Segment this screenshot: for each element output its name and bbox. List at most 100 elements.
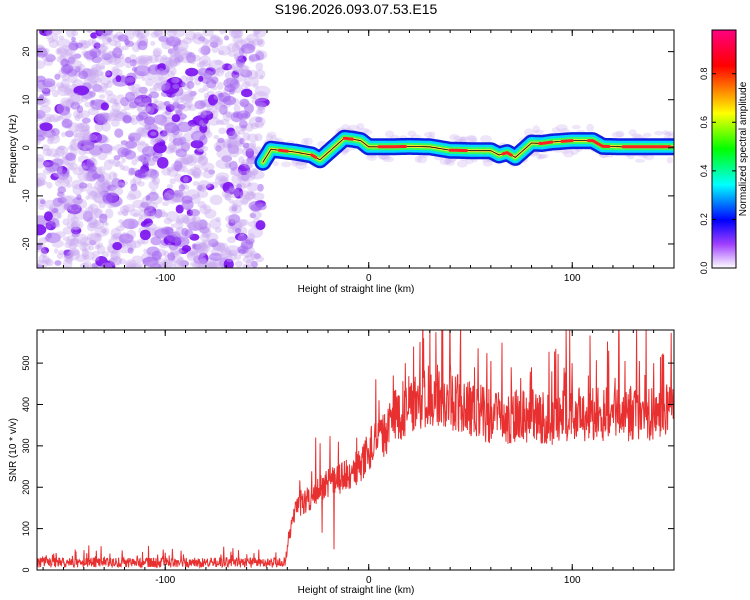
noise-blob: [37, 178, 43, 187]
noise-blob: [88, 245, 95, 251]
ridge-halo-blob: [445, 159, 455, 166]
noise-blob: [226, 255, 233, 263]
noise-blob: [117, 179, 126, 188]
noise-blob: [197, 189, 209, 198]
noise-blob: [160, 72, 170, 80]
noise-blob: [240, 239, 254, 250]
noise-blob: [242, 142, 250, 149]
noise-blob: [187, 56, 194, 64]
noise-blob: [230, 216, 237, 224]
noise-blob: [218, 50, 225, 56]
noise-blob: [186, 52, 196, 64]
noise-blob: [151, 176, 161, 185]
noise-blob: [197, 262, 211, 268]
noise-blob: [169, 147, 175, 153]
noise-blob: [140, 201, 149, 208]
noise-blob: [84, 207, 94, 214]
noise-blob: [88, 203, 99, 215]
noise-blob: [185, 30, 197, 41]
noise-blob: [161, 54, 168, 61]
noise-blob: [48, 114, 61, 123]
noise-blob: [126, 193, 137, 201]
noise-blob: [150, 41, 156, 46]
noise-blob: [190, 140, 204, 149]
noise-blob: [45, 116, 52, 123]
noise-blob: [105, 150, 113, 155]
noise-blob: [186, 209, 193, 217]
noise-blob: [114, 161, 123, 168]
snr-ytick-label: 400: [21, 397, 31, 412]
spectrogram-ylabel: Frequency (Hz): [8, 115, 19, 184]
noise-blob: [88, 68, 99, 79]
noise-blob: [60, 78, 71, 90]
noise-blob: [250, 253, 257, 261]
noise-blob: [238, 219, 249, 226]
noise-blob: [239, 252, 243, 257]
noise-blob: [123, 100, 132, 111]
ridge-halo-blob: [631, 133, 642, 140]
spectrogram-ytick-label: 0: [21, 145, 31, 150]
noise-blob: [153, 114, 167, 125]
noise-blob: [197, 67, 209, 77]
noise-blob: [198, 247, 208, 256]
noise-blob: [211, 260, 226, 268]
noise-blob: [248, 116, 266, 127]
ridge-halo-blob: [571, 124, 581, 130]
noise-blob: [249, 251, 258, 258]
noise-blob: [51, 34, 59, 42]
spectrogram-xtick-label: 0: [366, 273, 372, 284]
noise-blob: [68, 242, 78, 250]
noise-blob: [112, 178, 123, 187]
noise-blob: [134, 155, 145, 162]
noise-blob: [201, 108, 212, 116]
noise-blob: [95, 233, 102, 238]
noise-blob: [135, 127, 150, 137]
noise-blob: [72, 167, 85, 176]
noise-blob: [133, 87, 148, 97]
noise-blob: [119, 164, 125, 171]
noise-blob: [87, 190, 98, 200]
noise-blob: [147, 129, 159, 139]
noise-blob: [216, 242, 226, 253]
noise-blob: [109, 257, 115, 263]
noise-blob: [225, 111, 233, 119]
noise-blob: [254, 69, 266, 80]
noise-blob: [201, 122, 207, 127]
noise-blob: [133, 262, 144, 268]
noise-blob: [221, 63, 233, 71]
noise-blob: [201, 239, 212, 249]
noise-blob: [91, 40, 100, 47]
noise-blob: [156, 157, 169, 169]
noise-blob: [46, 181, 53, 189]
ridge-halo-blob: [414, 155, 423, 163]
noise-blob: [213, 102, 225, 113]
noise-blob: [159, 121, 166, 127]
noise-blob: [153, 75, 163, 85]
noise-blob: [102, 192, 119, 204]
noise-blob: [202, 84, 209, 92]
noise-blob: [145, 222, 157, 231]
noise-blob: [255, 116, 263, 123]
noise-blob: [234, 125, 240, 130]
noise-blob: [42, 255, 50, 264]
noise-blob: [258, 105, 264, 111]
noise-blob: [96, 85, 105, 94]
noise-blob: [167, 30, 175, 34]
noise-blob: [87, 38, 94, 46]
noise-blob: [114, 56, 126, 68]
noise-blob: [143, 218, 153, 227]
noise-blob: [101, 135, 108, 141]
noise-blob: [208, 169, 216, 175]
snr-ytick-label: 500: [21, 356, 31, 371]
noise-blob: [172, 45, 179, 52]
noise-blob: [192, 181, 200, 187]
noise-blob: [166, 30, 178, 37]
noise-blob: [164, 60, 174, 70]
ridge-halo-blob: [417, 155, 428, 164]
noise-blob: [138, 214, 143, 220]
noise-blob: [253, 91, 269, 102]
noise-blob: [114, 101, 119, 107]
noise-blob: [79, 262, 90, 268]
colorbar-tick-label: 0.4: [699, 165, 709, 178]
noise-blob: [98, 94, 106, 99]
